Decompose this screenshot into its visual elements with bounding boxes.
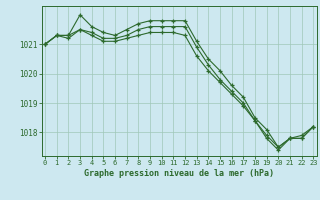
X-axis label: Graphe pression niveau de la mer (hPa): Graphe pression niveau de la mer (hPa) (84, 169, 274, 178)
